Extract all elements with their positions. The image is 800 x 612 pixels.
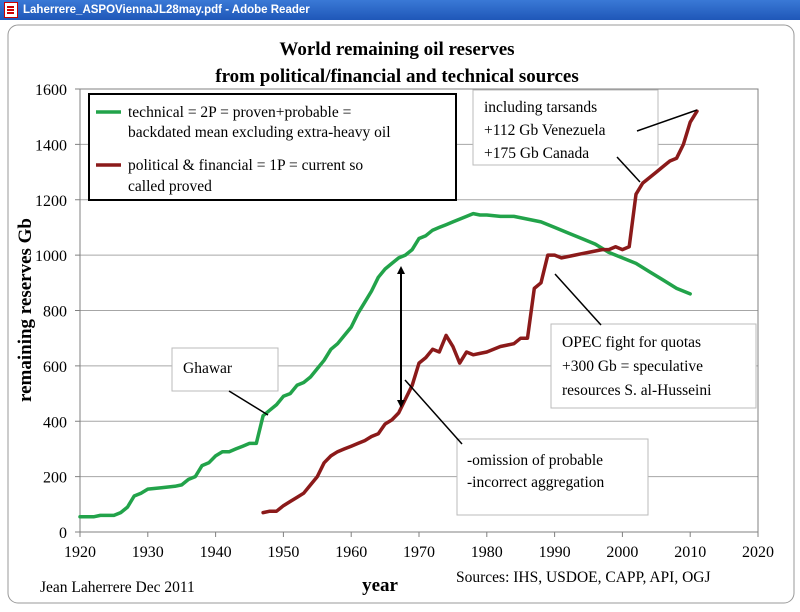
- slide-frame: [7, 24, 795, 604]
- legend-box: [88, 93, 457, 201]
- chart-title-line-1: World remaining oil reserves: [279, 39, 514, 60]
- legend-label-technical-line-2: backdated mean excluding extra-heavy oil: [128, 124, 391, 141]
- annotation-omission: -omission of probable -incorrect aggrega…: [404, 379, 649, 516]
- x-tick-label-1920: 1920: [64, 544, 96, 561]
- annotation-omission-pointer: [404, 379, 463, 445]
- x-tick-label-2000: 2000: [606, 544, 638, 561]
- annotation-tarsands-line-1: including tarsands: [484, 99, 597, 116]
- annotation-ghawar-text: Ghawar: [183, 360, 233, 377]
- y-tick-label-1400: 1400: [35, 137, 67, 154]
- annotation-opec-box: [550, 323, 757, 409]
- y-tick-label-1000: 1000: [35, 248, 67, 265]
- annotation-opec: OPEC fight for quotas +300 Gb = speculat…: [550, 273, 757, 409]
- annotation-omission-line-1: -omission of probable: [467, 452, 603, 469]
- window-title: Laherrere_ASPOViennaJL28may.pdf - Adobe …: [23, 4, 310, 16]
- pdf-document-icon: [4, 2, 18, 18]
- legend-label-political-line-1: political & financial = 1P = current so: [128, 157, 363, 174]
- plot-area-border: [79, 88, 759, 533]
- annotation-tarsands-line-2: +112 Gb Venezuela: [484, 122, 606, 139]
- annotation-tarsands-pointer-1: [636, 109, 698, 132]
- chart: World remaining oil reserves from politi…: [7, 24, 795, 604]
- annotation-ghawar: Ghawar: [171, 347, 279, 416]
- x-tick-label-2010: 2010: [674, 544, 706, 561]
- annotation-tarsands: including tarsands +112 Gb Venezuela +17…: [472, 89, 698, 183]
- legend: technical = 2P = proven+probable = backd…: [88, 93, 457, 201]
- annotation-omission-line-2: -incorrect aggregation: [467, 474, 605, 491]
- x-axis-ticks: 1920 1930 1940 1950 1960 1970 1980 1990 2000 2010…: [64, 532, 774, 561]
- x-tick-label-1990: 1990: [539, 544, 571, 561]
- y-axis-label: remaining reserves Gb: [15, 218, 36, 402]
- series-line-technical: [78, 211, 692, 519]
- annotation-opec-line-1: OPEC fight for quotas: [562, 334, 701, 351]
- annotation-tarsands-box: [472, 89, 659, 166]
- author-credit: Jean Laherrere Dec 2011: [40, 579, 195, 596]
- annotation-tarsands-pointer-2: [616, 156, 641, 183]
- series-group: [78, 109, 699, 519]
- y-tick-label-200: 200: [43, 470, 67, 487]
- window-titlebar: Laherrere_ASPOViennaJL28may.pdf - Adobe …: [0, 0, 800, 20]
- annotation-opec-pointer: [554, 273, 602, 326]
- series-line-political-financial: [261, 109, 699, 515]
- x-tick-label-1980: 1980: [471, 544, 503, 561]
- y-tick-label-1200: 1200: [35, 193, 67, 210]
- x-tick-label-1970: 1970: [403, 544, 435, 561]
- annotation-tarsands-line-3: +175 Gb Canada: [484, 145, 589, 162]
- x-tick-label-1940: 1940: [200, 544, 232, 561]
- x-tick-label-1950: 1950: [267, 544, 299, 561]
- x-tick-label-2020: 2020: [742, 544, 774, 561]
- annotation-ghawar-pointer: [228, 390, 269, 416]
- annotation-opec-line-3: resources S. al-Husseini: [562, 382, 712, 399]
- y-tick-label-0: 0: [59, 525, 67, 542]
- annotation-ghawar-box: [171, 347, 279, 392]
- legend-label-technical-line-1: technical = 2P = proven+probable =: [128, 104, 351, 121]
- slide: World remaining oil reserves from politi…: [0, 20, 800, 607]
- annotation-omission-box: [456, 438, 649, 516]
- legend-label-political-line-2: called proved: [128, 178, 212, 195]
- x-tick-label-1960: 1960: [335, 544, 367, 561]
- y-tick-label-600: 600: [43, 359, 67, 376]
- y-axis-ticks: 0 200 400 600 800 1000 1200 1400 1600: [35, 82, 80, 542]
- y-tick-label-800: 800: [43, 304, 67, 321]
- chart-title-line-2: from political/financial and technical s…: [215, 66, 578, 87]
- y-tick-label-1600: 1600: [35, 82, 67, 99]
- sources-text: Sources: IHS, USDOE, CAPP, API, OGJ: [456, 569, 711, 586]
- x-tick-label-1930: 1930: [132, 544, 164, 561]
- x-axis-label: year: [362, 575, 398, 596]
- annotation-opec-line-2: +300 Gb = speculative: [562, 358, 703, 375]
- y-tick-label-400: 400: [43, 414, 67, 431]
